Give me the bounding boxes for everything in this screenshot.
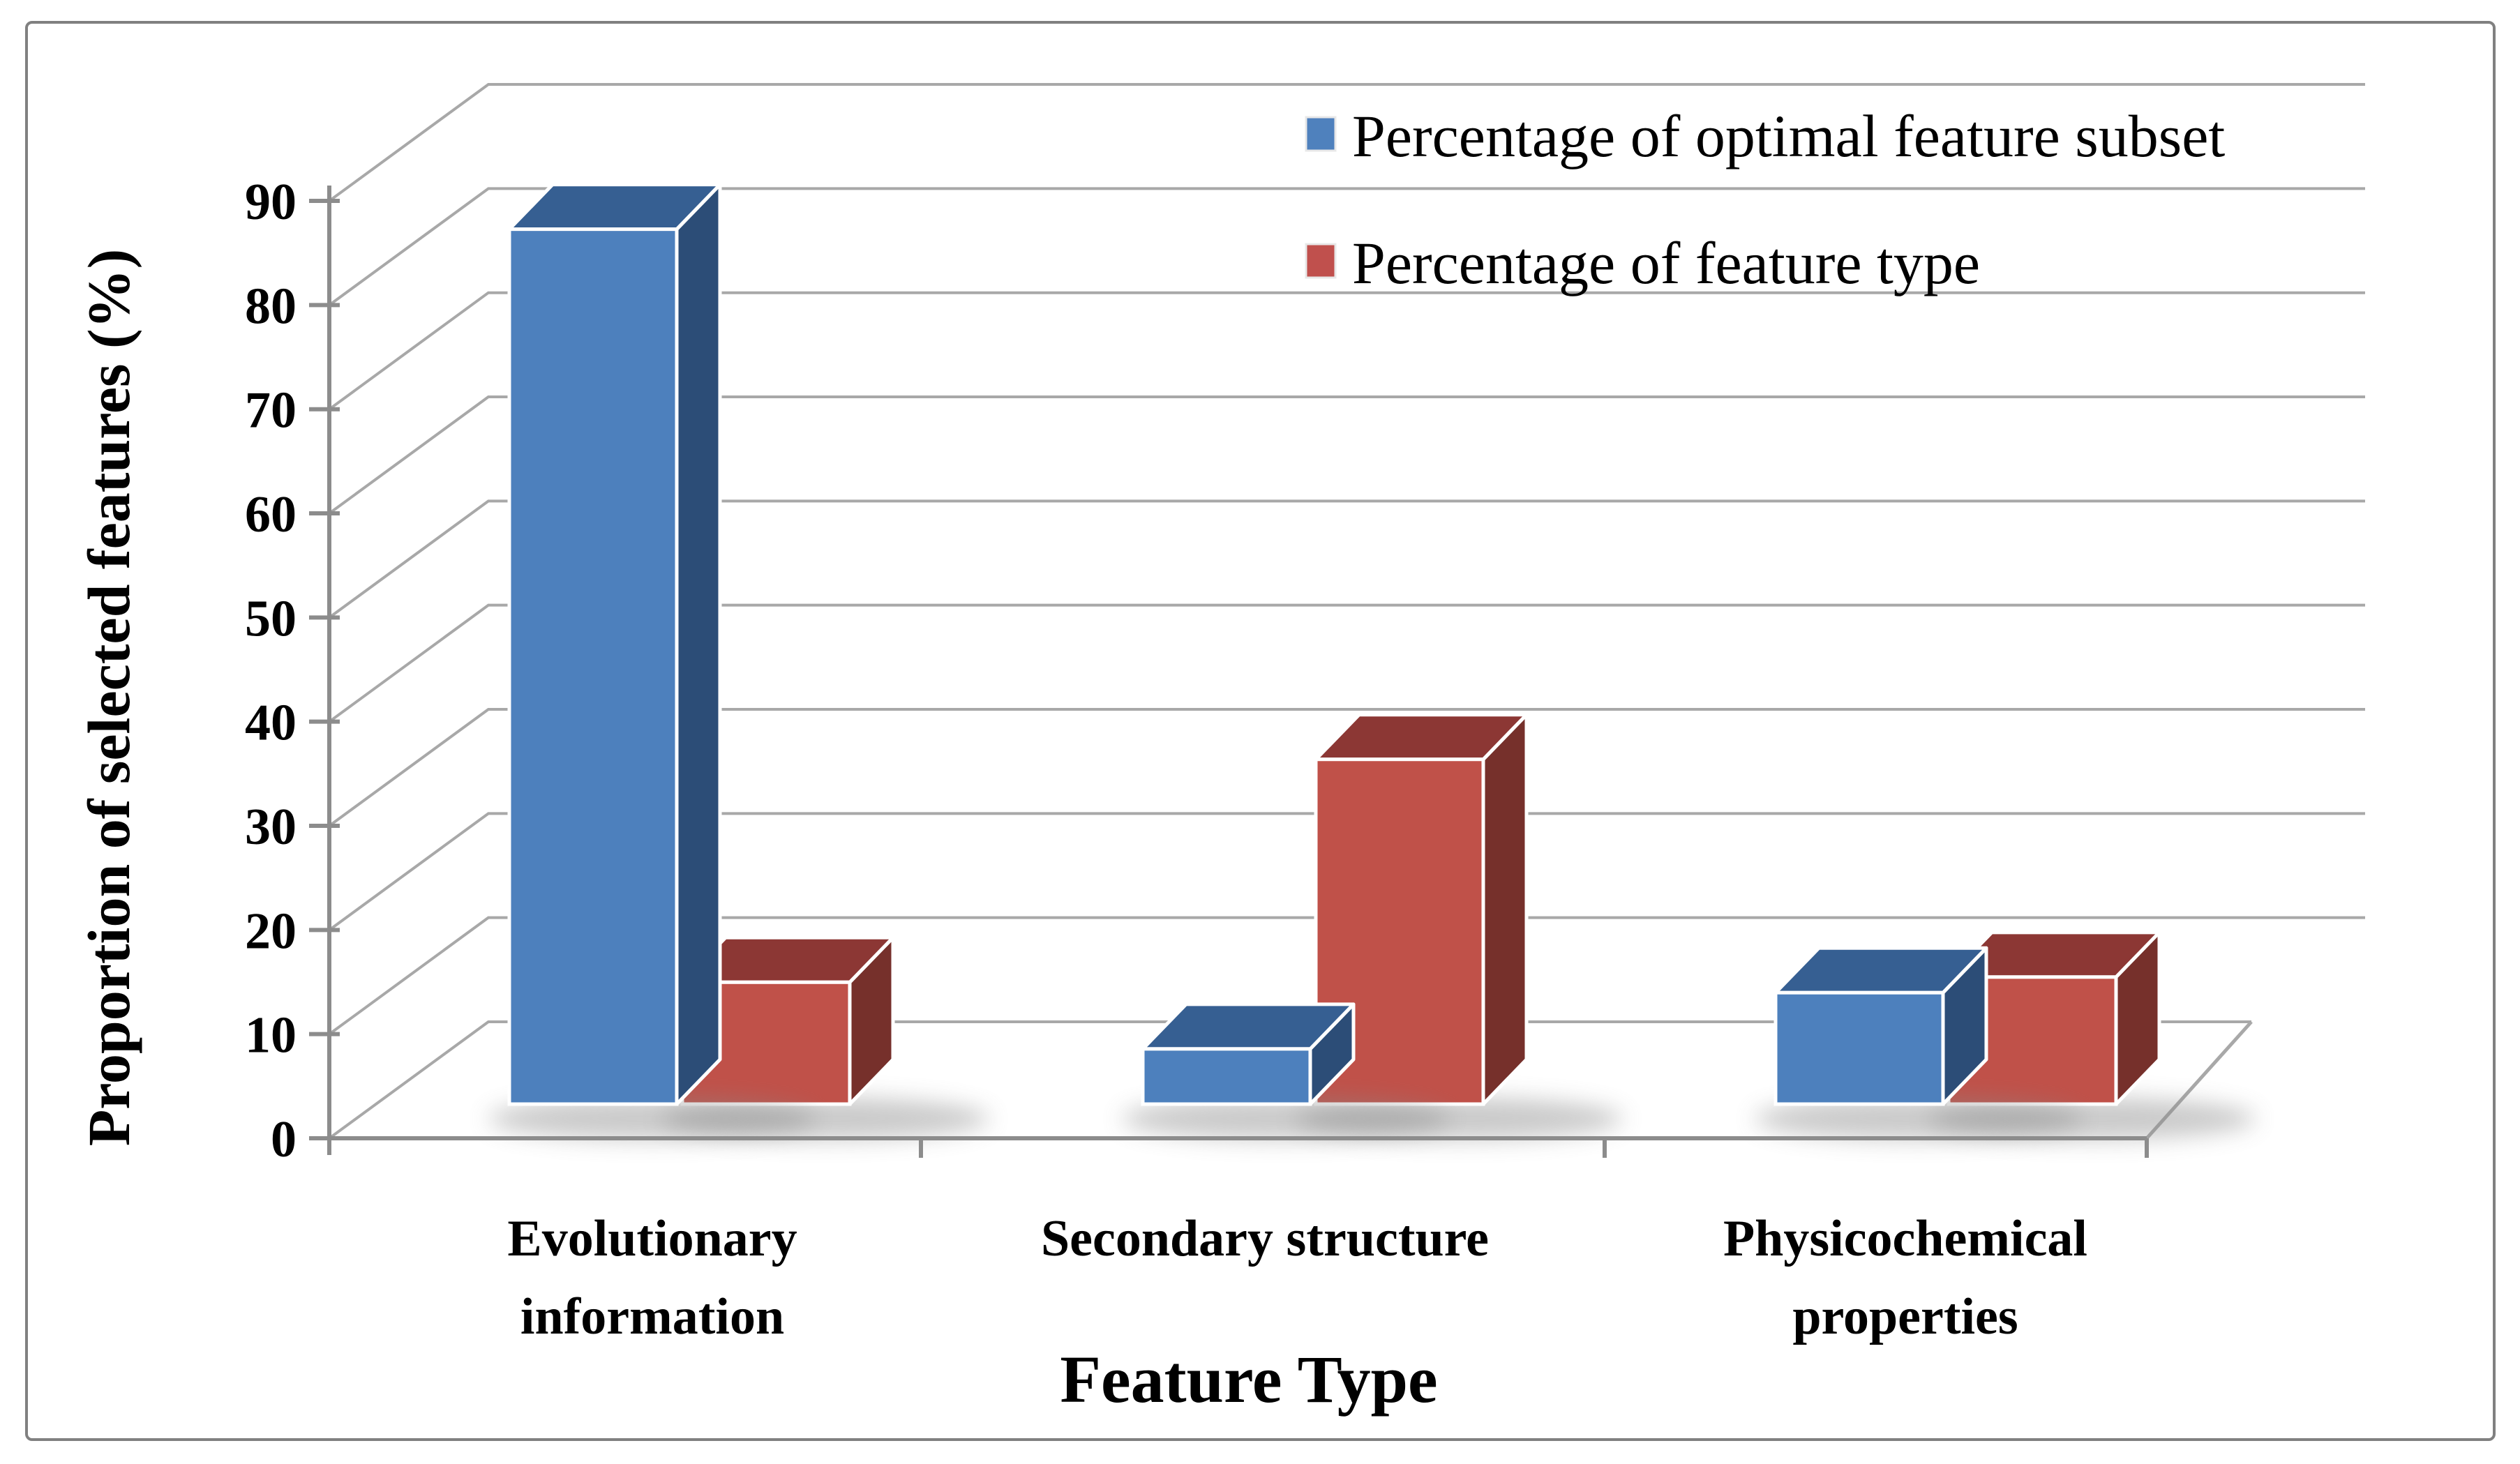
gridline-zero [328, 1020, 2251, 1140]
gridline [328, 187, 2365, 306]
gridline [328, 291, 2365, 411]
bar-feature-type-1-side [1481, 713, 1529, 1106]
y-tick-label: 0 [271, 1111, 297, 1168]
bar-optimal-subset-1-front [1141, 1047, 1312, 1106]
plot-area: 0 10 20 30 40 50 60 70 80 90 Evolutionary informati… [245, 83, 2365, 1345]
category-label-2: Physicochemical [1723, 1210, 2087, 1267]
gridline [328, 499, 2365, 619]
bar-optimal-subset-0-front [507, 227, 679, 1106]
gridline [328, 812, 2365, 931]
y-tick-label: 90 [245, 174, 297, 231]
bar-optimal-subset-0-side [675, 183, 722, 1106]
category-label-0: information [520, 1288, 784, 1345]
gridline [328, 708, 2365, 827]
legend-swatch-feature-type [1305, 243, 1337, 279]
y-tick-label: 50 [245, 590, 297, 647]
bar-optimal-subset-2-shadow [1755, 1098, 2083, 1140]
y-tick-label: 70 [245, 382, 297, 439]
gridline [328, 603, 2365, 723]
y-tick-label: 80 [245, 278, 297, 335]
category-label-2: properties [1792, 1288, 2018, 1345]
x-axis-title: Feature Type [1060, 1342, 1437, 1417]
bar-optimal-subset-0-shadow [488, 1098, 816, 1140]
y-tick-label: 40 [245, 695, 297, 752]
legend-swatch-optimal-subset [1305, 116, 1337, 152]
gridline [328, 83, 2365, 202]
category-label-0: Evolutionary [507, 1210, 797, 1267]
legend-label-feature-type: Percentage of feature type [1352, 229, 1980, 296]
legend-label-optimal-subset: Percentage of optimal feature subset [1352, 103, 2225, 169]
y-tick-label: 60 [245, 486, 297, 543]
bar-optimal-subset-2-front [1773, 990, 1945, 1106]
y-tick-label: 10 [245, 1007, 297, 1064]
gridline [328, 395, 2365, 515]
bar-optimal-subset-1-shadow [1122, 1098, 1450, 1140]
legend: Percentage of optimal feature subset Per… [1305, 103, 2225, 296]
y-tick-label: 30 [245, 799, 297, 856]
category-label-1: Secondary structure [1041, 1210, 1489, 1267]
gridline [328, 916, 2365, 1036]
y-axis-title: Proportion of selected features (%) [75, 249, 142, 1146]
y-tick-label: 20 [245, 903, 297, 960]
